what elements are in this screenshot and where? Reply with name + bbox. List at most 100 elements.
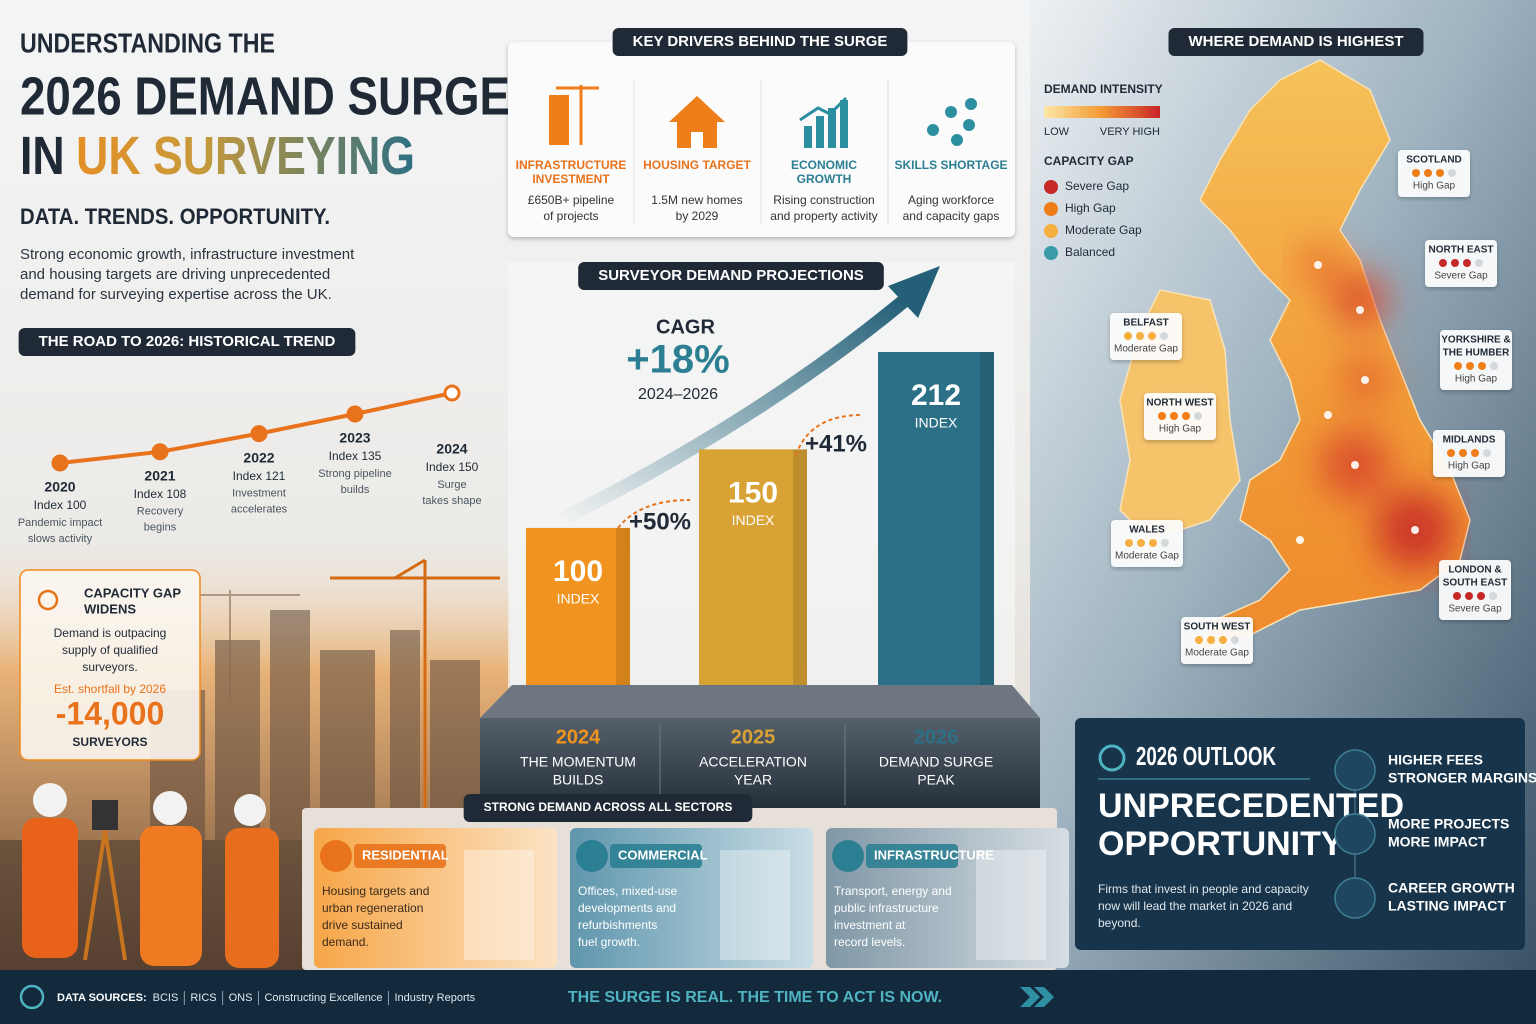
footer-icon	[19, 984, 45, 1010]
trend-point	[250, 425, 268, 443]
unit-label: INDEX	[915, 415, 958, 431]
data-label: Index 121	[233, 469, 286, 483]
driver-icon	[828, 108, 836, 148]
gap-dot	[1448, 169, 1456, 177]
driver-icon	[816, 116, 824, 148]
trend-note: begins	[144, 522, 177, 534]
bar	[699, 449, 807, 685]
sector-name: INFRASTRUCTURE	[874, 847, 994, 862]
capacity-title: WIDENS	[84, 601, 136, 616]
sector-text: record levels.	[834, 935, 905, 949]
driver-icon	[965, 98, 977, 110]
cagr-value: +18%	[626, 338, 729, 382]
gap-dot	[1195, 636, 1203, 644]
uk-map	[1119, 59, 1471, 652]
legend-title: DEMAND INTENSITY	[1044, 82, 1163, 96]
gap-dot	[1453, 592, 1461, 600]
sector-building	[464, 850, 534, 960]
driver-icon	[927, 124, 939, 136]
driver-icon	[804, 126, 812, 148]
data-label: Index 135	[329, 449, 382, 463]
trend-note: Pandemic impact	[18, 517, 102, 529]
sector-building	[720, 850, 790, 960]
bar-caption: THE MOMENTUM	[520, 754, 636, 770]
capacity-text: supply of qualified	[62, 643, 158, 657]
legend-label: LOW	[1044, 126, 1070, 138]
source: ONS	[229, 992, 253, 1004]
region-gap: High Gap	[1448, 461, 1491, 472]
legend-title: CAPACITY GAP	[1044, 154, 1134, 168]
legend-swatch	[1044, 246, 1058, 260]
source: Constructing Excellence	[264, 992, 382, 1004]
driver-title: INFRASTRUCTURE	[516, 158, 627, 172]
region-card	[1398, 150, 1470, 197]
outlook-item: HIGHER FEES	[1388, 752, 1483, 768]
region-gap: Severe Gap	[1448, 604, 1502, 615]
outlook-item: LASTING IMPACT	[1388, 898, 1506, 914]
region-card	[1144, 393, 1216, 440]
region-card	[1433, 430, 1505, 477]
bar-caption: YEAR	[734, 772, 772, 788]
gap-dot	[1483, 449, 1491, 457]
driver-icon	[691, 132, 703, 148]
gap-dot	[1161, 539, 1169, 547]
region-gap: Moderate Gap	[1115, 551, 1179, 562]
sector-building	[976, 850, 1046, 960]
region-card	[1181, 617, 1253, 664]
region-name: SOUTH EAST	[1443, 578, 1507, 589]
growth-label: +41%	[805, 430, 867, 457]
driver-text: £650B+ pipeline	[528, 193, 615, 207]
intro-text: and housing targets are driving unpreced…	[20, 266, 330, 283]
region-gap: High Gap	[1455, 374, 1498, 385]
kicker: UNDERSTANDING THE	[20, 27, 275, 58]
intro-text: demand for surveying expertise across th…	[20, 286, 332, 303]
bar-caption: ACCELERATION	[699, 754, 807, 770]
gap-dot	[1439, 259, 1447, 267]
section-title: KEY DRIVERS BEHIND THE SURGE	[633, 33, 888, 50]
trend-note: Strong pipeline	[318, 468, 391, 480]
trend-point	[51, 454, 69, 472]
trend-point	[151, 443, 169, 461]
region-gap: High Gap	[1413, 181, 1456, 192]
chart-title: SURVEYOR DEMAND PROJECTIONS	[598, 267, 864, 284]
driver-text: by 2029	[676, 209, 719, 223]
sector-text: Transport, energy and	[834, 884, 952, 898]
driver-text: of projects	[543, 209, 598, 223]
gap-dot	[1466, 362, 1474, 370]
gap-dot	[1478, 362, 1486, 370]
x-tick-label: 2026	[914, 726, 959, 748]
bar-shade	[793, 449, 807, 685]
main-title: 2026 DEMAND SURGE	[20, 66, 510, 126]
people-icon	[37, 589, 59, 611]
gap-dot	[1124, 332, 1132, 340]
gap-dot	[1207, 636, 1215, 644]
data-label: 150	[728, 476, 778, 509]
gap-dot	[1137, 539, 1145, 547]
x-tick-label: 2024	[556, 726, 601, 748]
driver-icon	[669, 96, 725, 122]
outlook-icon	[1334, 749, 1376, 791]
shortfall-unit: SURVEYORS	[72, 735, 147, 749]
section-title: STRONG DEMAND ACROSS ALL SECTORS	[484, 800, 733, 814]
data-label: Index 108	[134, 487, 187, 501]
region-name: MIDLANDS	[1443, 435, 1496, 446]
legend-label: High Gap	[1065, 201, 1116, 215]
x-tick-label: 2024	[436, 441, 467, 457]
gap-dot	[1459, 449, 1467, 457]
gap-dot	[1194, 412, 1202, 420]
gap-dot	[1447, 449, 1455, 457]
title-part: IN	[20, 126, 65, 186]
gap-dot	[1219, 636, 1227, 644]
driver-icon	[799, 96, 848, 122]
region-gap: Moderate Gap	[1114, 344, 1178, 355]
bar-shade	[980, 352, 994, 685]
trend-note: Investment	[232, 488, 286, 500]
gap-dot	[1471, 449, 1479, 457]
gap-dot	[1170, 412, 1178, 420]
legend-swatch	[1044, 202, 1058, 216]
outlook-icon	[1334, 813, 1376, 855]
region-gap: Moderate Gap	[1185, 648, 1249, 659]
sector-icon	[832, 840, 864, 872]
region-card	[1425, 240, 1497, 287]
